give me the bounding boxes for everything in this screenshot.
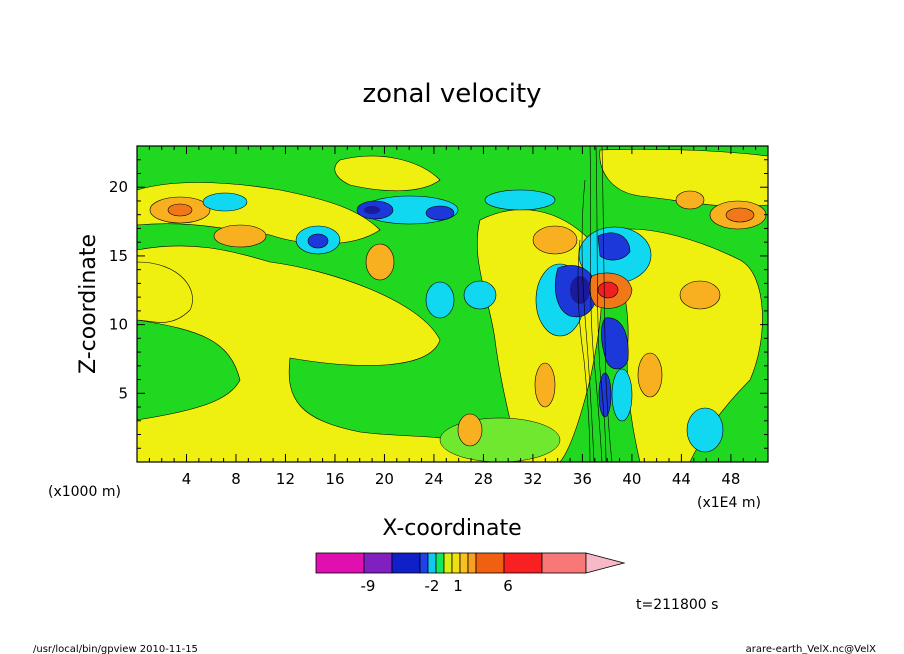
cyan-blob [425, 281, 455, 319]
x-axis: 4 8 12 16 20 24 28 32 36 40 44 48 [148, 146, 757, 488]
cyan-blob [484, 189, 556, 211]
colorbar-cell [435, 552, 445, 574]
colorbar-labels: -9 -2 1 6 [361, 577, 513, 595]
yellow-region [334, 155, 441, 192]
y-tick-label: 10 [109, 316, 128, 334]
colorbar-cell [443, 552, 453, 574]
dark-blue-blob [364, 206, 380, 214]
blue-blob [598, 372, 612, 418]
y-unit-label: (x1000 m) [48, 484, 121, 500]
red-core [597, 281, 619, 299]
colorbar-cell [427, 552, 437, 574]
blue-blob [307, 233, 329, 249]
x-tick-label: 24 [424, 470, 443, 488]
orange-blob [365, 243, 395, 281]
x-tick-label: 36 [573, 470, 592, 488]
contour-field [137, 146, 768, 462]
yellow-region [137, 261, 193, 323]
yellow-region [137, 245, 501, 462]
plot-frame [136, 145, 769, 463]
orange-blob [457, 413, 483, 447]
time-label: t=211800 s [636, 597, 718, 613]
blue-blob [425, 205, 455, 221]
x-tick-label: 20 [375, 470, 394, 488]
colorbar-label: 1 [453, 577, 463, 595]
colorbar-cell [451, 552, 461, 574]
colorbar-cell [419, 552, 429, 574]
colorbar-arrow [585, 552, 626, 574]
footer-right: arare-earth_VelX.nc@VelX [746, 644, 877, 654]
colorbar-label: 6 [503, 577, 513, 595]
x-tick-label: 48 [721, 470, 740, 488]
dark-blue-blob [570, 276, 590, 304]
orange-blob [213, 224, 267, 248]
blue-blob [601, 317, 629, 370]
colorbar-label: -9 [361, 577, 376, 595]
y-axis-label: Z-coordinate [76, 234, 101, 374]
orange-blob [675, 190, 705, 210]
x-axis-label: X-coordinate [382, 516, 521, 541]
footer-left: /usr/local/bin/gpview 2010-11-15 [33, 644, 198, 654]
blue-blob [597, 232, 631, 261]
green-patch [439, 417, 561, 462]
dark-orange-blob [725, 207, 755, 223]
colorbar-cell [315, 552, 365, 574]
orange-blob [534, 362, 556, 408]
x-tick-label: 44 [672, 470, 691, 488]
orange-blob [679, 280, 721, 310]
x-unit-label: (x1E4 m) [697, 495, 761, 511]
orange-blob [637, 352, 663, 398]
orange-blob [532, 225, 578, 255]
colorbar-cell [541, 552, 587, 574]
dark-orange-blob [167, 203, 193, 217]
contour-lines [577, 146, 613, 462]
colorbar-cell [475, 552, 505, 574]
colorbar-cell [363, 552, 393, 574]
x-tick-label: 8 [231, 470, 241, 488]
y-tick-label: 15 [109, 247, 128, 265]
chart-title: zonal velocity [362, 79, 541, 109]
x-tick-label: 28 [474, 470, 493, 488]
cyan-blob [202, 192, 248, 212]
y-axis: 5 10 15 20 [109, 159, 768, 449]
colorbar [315, 552, 626, 574]
colorbar-cell [391, 552, 421, 574]
y-tick-label: 20 [109, 178, 128, 196]
x-tick-label: 32 [523, 470, 542, 488]
x-tick-label: 40 [622, 470, 641, 488]
y-tick-label: 5 [118, 384, 128, 402]
x-tick-label: 12 [276, 470, 295, 488]
x-tick-label: 16 [325, 470, 344, 488]
colorbar-label: -2 [425, 577, 440, 595]
cyan-blob [463, 280, 497, 310]
cyan-blob [611, 368, 633, 422]
colorbar-cell [503, 552, 543, 574]
colorbar-cell [467, 552, 477, 574]
x-tick-label: 4 [182, 470, 192, 488]
colorbar-cell [459, 552, 469, 574]
cyan-blob [686, 407, 724, 453]
